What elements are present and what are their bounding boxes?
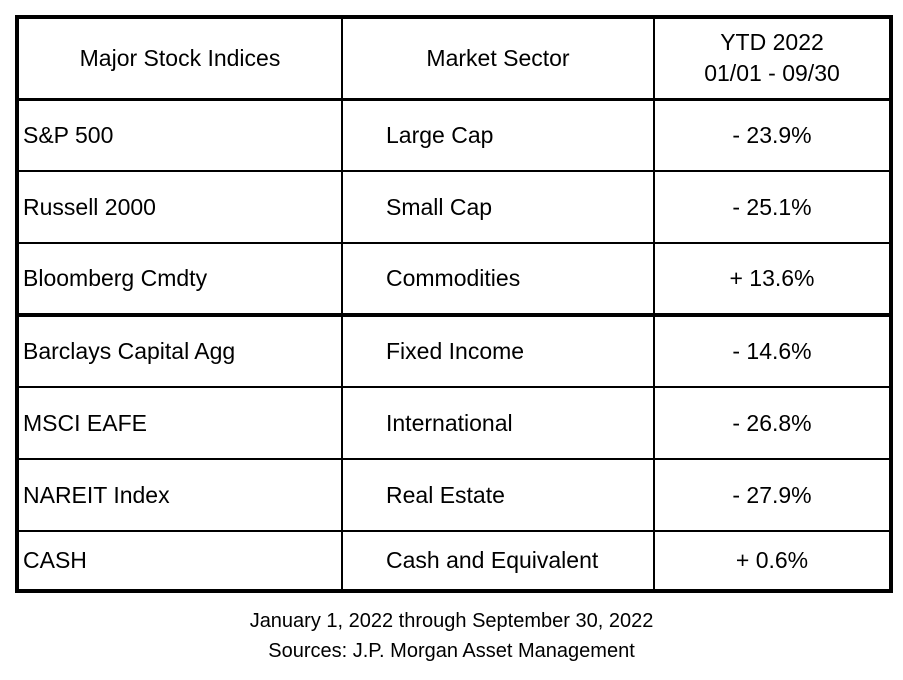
col-header-indices: Major Stock Indices [16, 16, 343, 101]
table-caption: January 1, 2022 through September 30, 20… [0, 606, 903, 666]
col-header-ytd-line1: YTD 2022 [720, 29, 824, 56]
table-body: S&P 500 Large Cap - 23.9% Russell 2000 S… [16, 98, 892, 592]
footer-date-range: January 1, 2022 through September 30, 20… [249, 610, 654, 632]
cell-index: MSCI EAFE [16, 386, 343, 460]
col-header-sector-label: Market Sector [426, 44, 570, 71]
cell-sector: Cash and Equivalent [341, 530, 655, 592]
col-header-sector: Market Sector [341, 16, 655, 101]
cell-index: S&P 500 [16, 98, 343, 172]
table-row: Bloomberg Cmdty Commodities + 13.6% [16, 242, 892, 317]
table-row: Russell 2000 Small Cap - 25.1% [16, 170, 892, 244]
table-row: NAREIT Index Real Estate - 27.9% [16, 458, 892, 532]
cell-ytd: + 0.6% [653, 530, 892, 592]
table-row: S&P 500 Large Cap - 23.9% [16, 98, 892, 172]
col-header-indices-label: Major Stock Indices [79, 44, 281, 71]
table-row: MSCI EAFE International - 26.8% [16, 386, 892, 460]
table-row: CASH Cash and Equivalent + 0.6% [16, 530, 892, 592]
cell-index: Bloomberg Cmdty [16, 242, 343, 317]
col-header-ytd-line2: 01/01 - 09/30 [704, 60, 840, 87]
footer-sources: Sources: J.P. Morgan Asset Management [268, 640, 635, 662]
cell-index: NAREIT Index [16, 458, 343, 532]
cell-sector: Small Cap [341, 170, 655, 244]
cell-ytd: - 25.1% [653, 170, 892, 244]
cell-ytd: - 14.6% [653, 314, 892, 388]
col-header-ytd: YTD 2022 01/01 - 09/30 [653, 16, 892, 101]
cell-ytd: - 27.9% [653, 458, 892, 532]
table-row: Barclays Capital Agg Fixed Income - 14.6… [16, 314, 892, 388]
cell-sector: Large Cap [341, 98, 655, 172]
cell-sector: Real Estate [341, 458, 655, 532]
performance-table: Major Stock Indices Market Sector YTD 20… [15, 15, 893, 593]
cell-index: Russell 2000 [16, 170, 343, 244]
cell-sector: Fixed Income [341, 314, 655, 388]
header-row: Major Stock Indices Market Sector YTD 20… [16, 16, 892, 101]
cell-ytd: + 13.6% [653, 242, 892, 317]
cell-ytd: - 23.9% [653, 98, 892, 172]
cell-ytd: - 26.8% [653, 386, 892, 460]
cell-sector: International [341, 386, 655, 460]
cell-index: CASH [16, 530, 343, 592]
table-header: Major Stock Indices Market Sector YTD 20… [16, 16, 892, 101]
cell-index: Barclays Capital Agg [16, 314, 343, 388]
cell-sector: Commodities [341, 242, 655, 317]
